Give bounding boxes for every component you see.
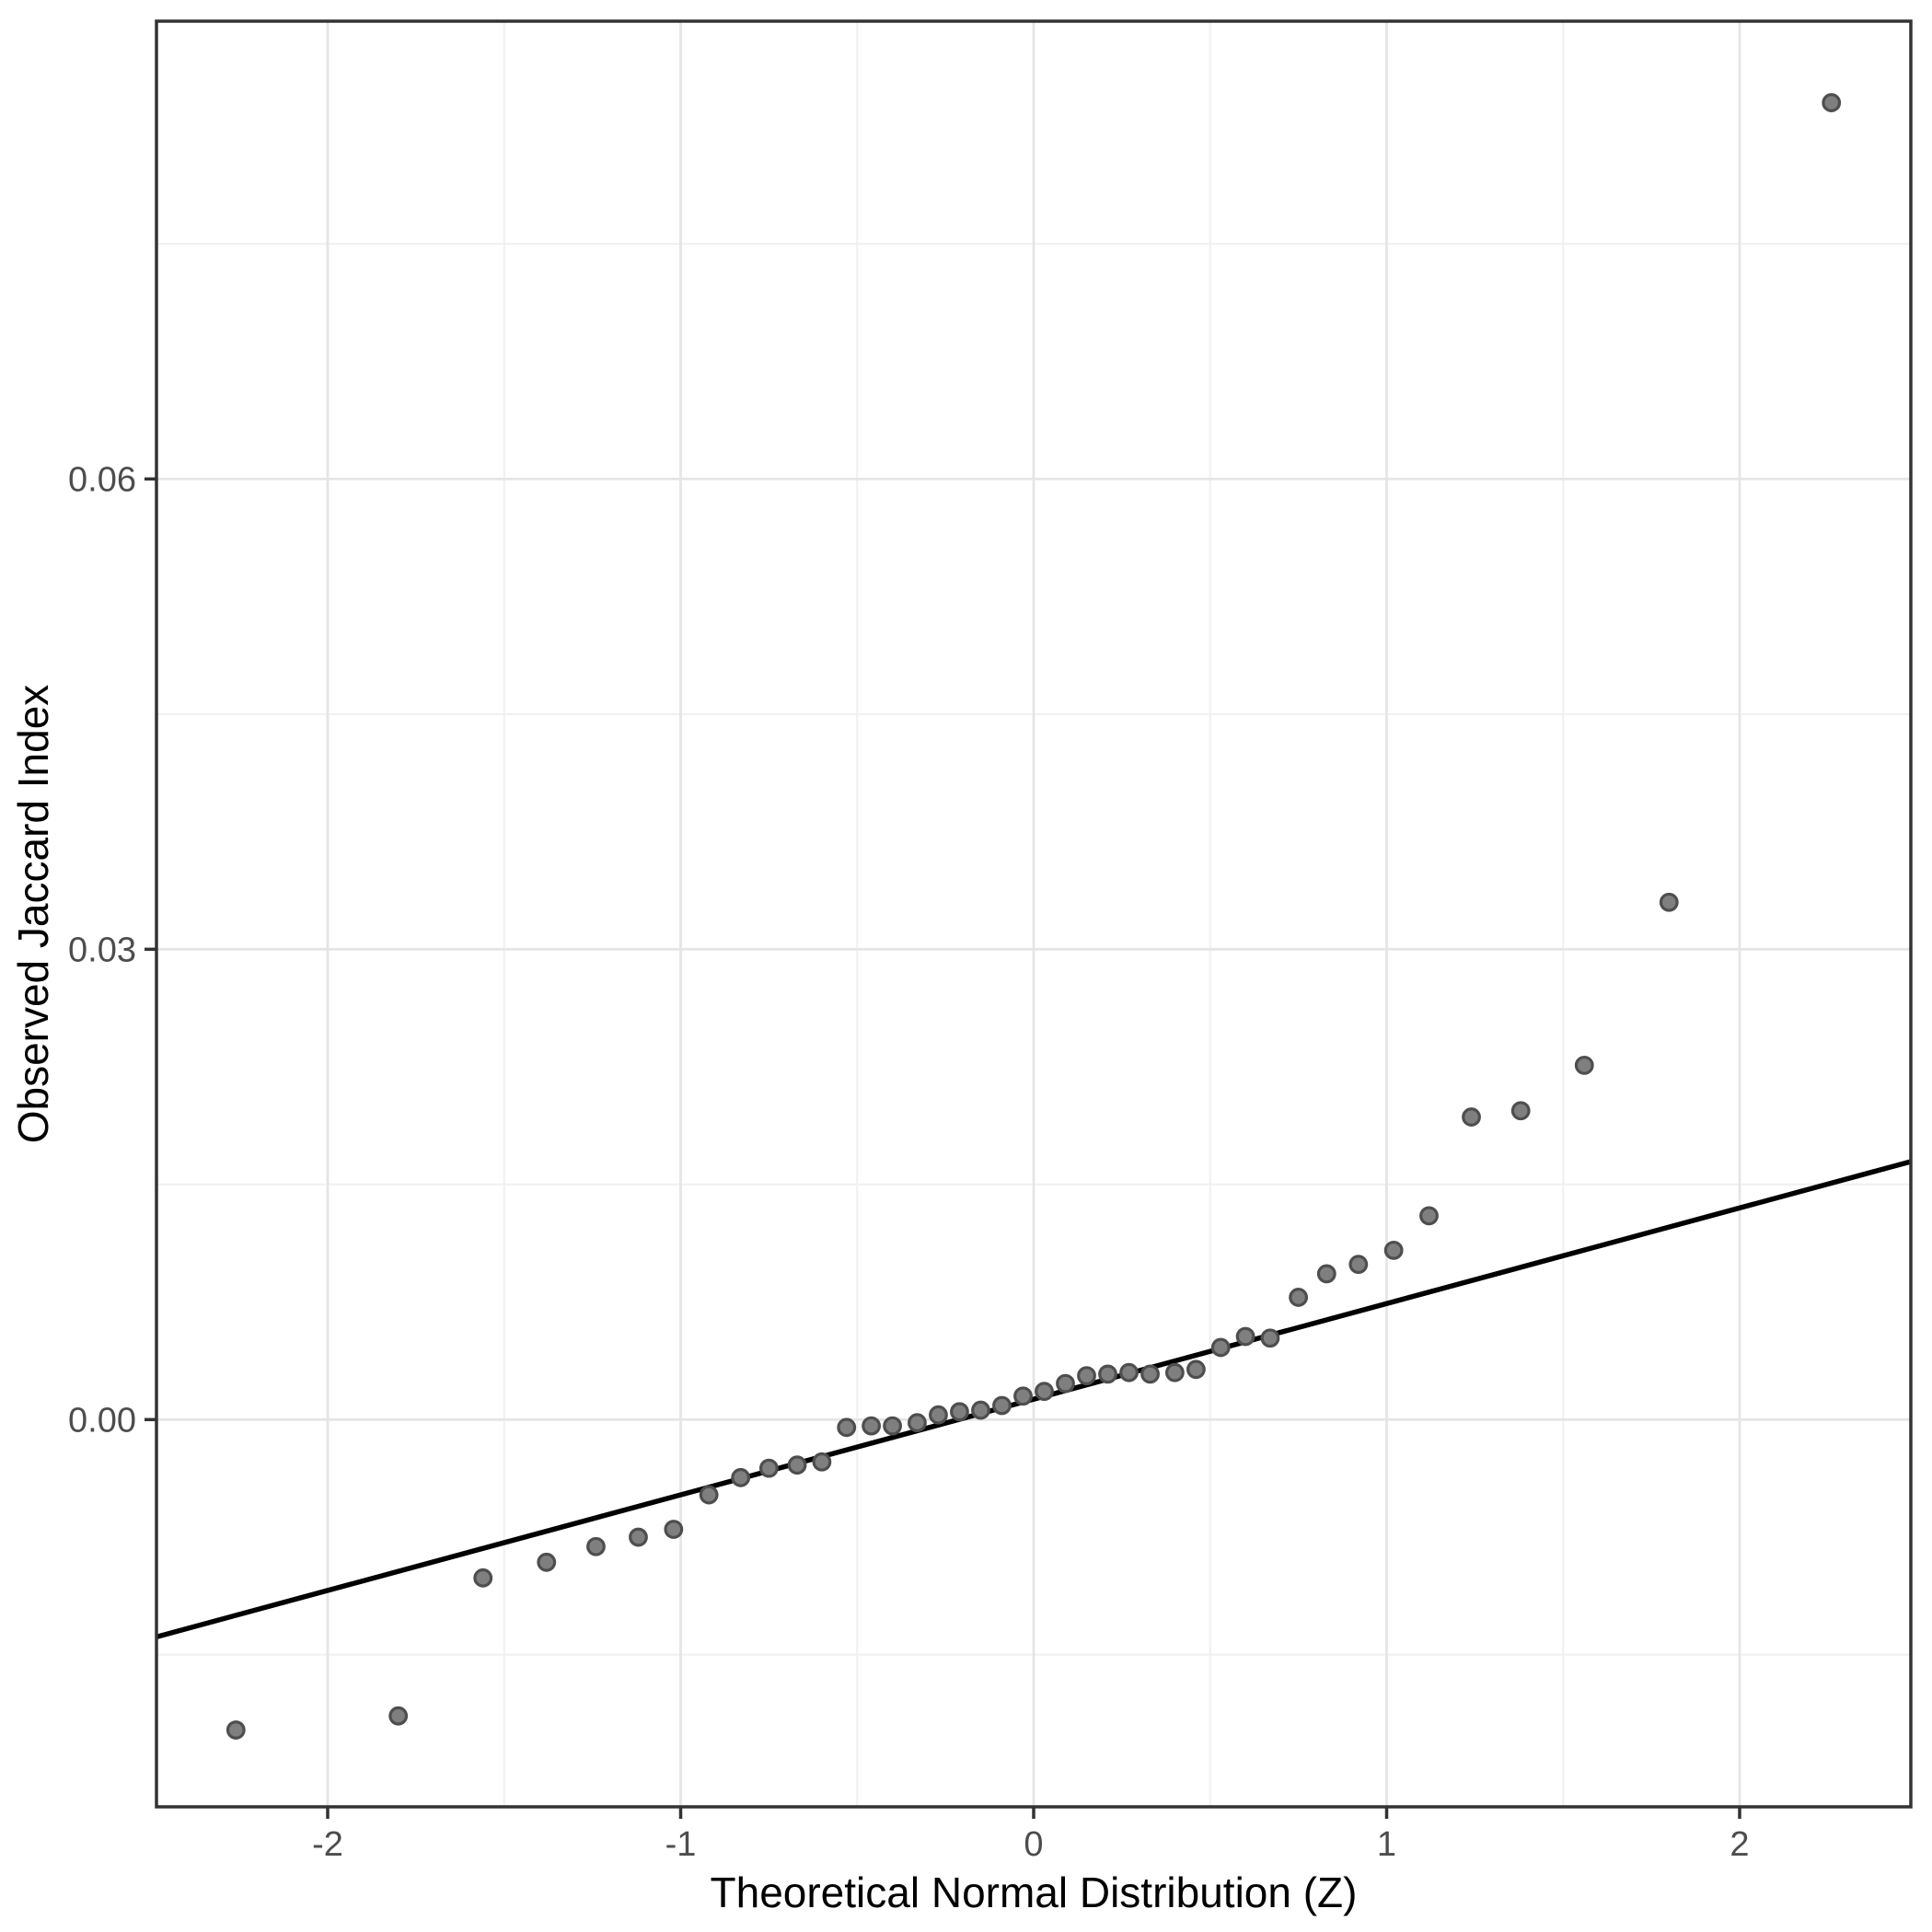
data-point <box>1140 1364 1160 1384</box>
data-point <box>883 1416 902 1436</box>
x-tick-label: 0 <box>1024 1825 1043 1864</box>
data-point <box>1289 1288 1309 1307</box>
data-point <box>787 1455 807 1475</box>
data-points <box>226 93 1842 1740</box>
data-point <box>1098 1364 1117 1384</box>
y-tick-label: 0.03 <box>68 931 136 969</box>
data-point <box>1510 1101 1531 1121</box>
y-tick-label: 0.00 <box>68 1401 136 1440</box>
data-point <box>1165 1362 1185 1382</box>
x-axis-title: Theoretical Normal Distribution (Z) <box>711 1868 1358 1916</box>
data-point <box>629 1527 648 1547</box>
data-point <box>1035 1382 1054 1402</box>
data-point <box>226 1720 246 1740</box>
data-point <box>388 1706 409 1726</box>
grid-major-lines <box>156 21 1911 1807</box>
data-point <box>1822 93 1842 112</box>
x-tick-label: 1 <box>1377 1825 1396 1864</box>
data-point <box>473 1568 493 1588</box>
data-point <box>1119 1362 1139 1382</box>
data-point <box>1210 1337 1231 1358</box>
data-point <box>1013 1386 1033 1406</box>
data-point <box>758 1458 779 1478</box>
data-point <box>586 1536 606 1556</box>
data-point <box>1316 1264 1336 1284</box>
data-point <box>1383 1240 1404 1260</box>
y-tick-label: 0.06 <box>68 460 136 499</box>
data-point <box>1348 1255 1369 1275</box>
data-point <box>1462 1107 1481 1127</box>
data-point <box>664 1520 684 1539</box>
data-point <box>908 1413 927 1433</box>
data-point <box>1077 1366 1096 1386</box>
reference-line <box>156 1159 1912 1639</box>
x-tick-labels: -2 -1 0 1 2 <box>312 1825 1749 1864</box>
data-point <box>812 1452 832 1472</box>
axis-tick-marks <box>145 477 1741 1819</box>
data-point <box>1574 1055 1594 1075</box>
data-point <box>929 1405 948 1425</box>
data-point <box>1419 1206 1439 1226</box>
data-point <box>1659 892 1679 912</box>
data-point <box>537 1552 557 1572</box>
x-tick-label: 2 <box>1730 1825 1749 1864</box>
data-point <box>1186 1359 1206 1380</box>
data-point <box>1235 1326 1255 1347</box>
y-axis-title: Observed Jaccard Index <box>9 685 57 1144</box>
data-point <box>731 1467 751 1487</box>
data-point <box>1260 1328 1280 1348</box>
data-point <box>992 1395 1012 1416</box>
data-point <box>699 1485 719 1505</box>
data-point <box>971 1400 990 1420</box>
data-point <box>862 1416 881 1436</box>
data-point <box>837 1417 857 1438</box>
data-point <box>1056 1373 1075 1394</box>
data-point <box>950 1402 969 1422</box>
x-tick-label: -2 <box>312 1825 343 1864</box>
y-tick-labels: 0.00 0.03 0.06 <box>68 460 136 1440</box>
x-tick-label: -1 <box>665 1825 697 1864</box>
